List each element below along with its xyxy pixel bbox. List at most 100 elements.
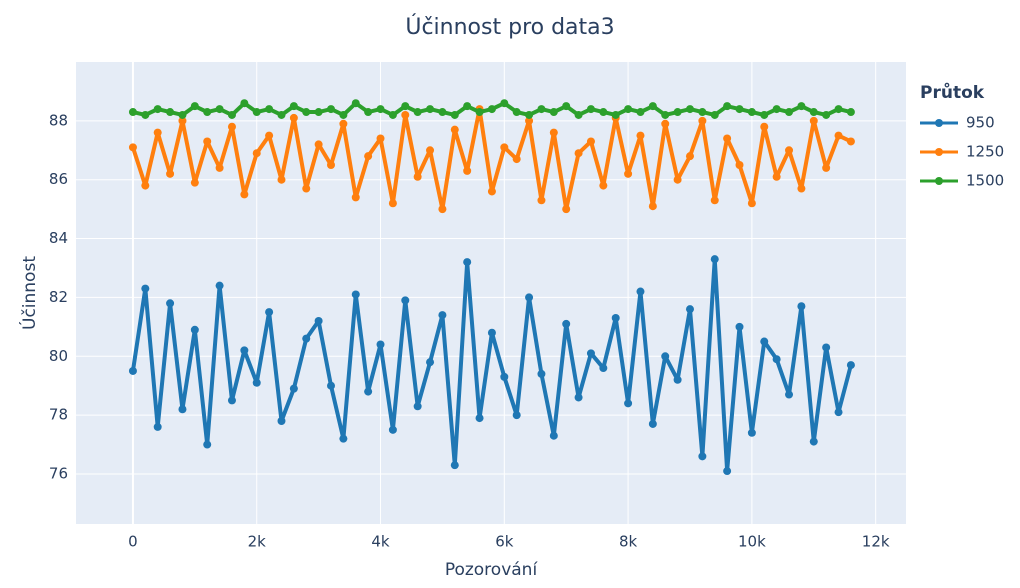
data-point <box>203 108 212 117</box>
data-point <box>834 131 843 140</box>
data-point <box>413 108 422 117</box>
data-point <box>537 369 546 378</box>
x-tick-label: 8k <box>619 533 638 551</box>
data-point <box>376 134 385 143</box>
data-point <box>562 102 571 111</box>
data-point <box>401 296 410 305</box>
data-point <box>153 422 162 431</box>
data-point <box>252 378 261 387</box>
data-point <box>648 102 657 111</box>
data-point <box>574 149 583 158</box>
data-point <box>289 384 298 393</box>
data-point <box>450 125 459 134</box>
data-point <box>227 396 236 405</box>
data-point <box>685 305 694 314</box>
x-tick-label: 2k <box>248 533 267 551</box>
data-point <box>277 110 286 119</box>
data-point <box>327 105 336 114</box>
data-point <box>512 155 521 164</box>
y-tick-label: 80 <box>49 347 68 365</box>
data-point <box>673 175 682 184</box>
data-point <box>698 108 707 117</box>
data-point <box>463 102 472 111</box>
data-point <box>599 181 608 190</box>
data-point <box>128 366 137 375</box>
data-point <box>227 110 236 119</box>
data-point <box>240 190 249 199</box>
data-point <box>574 110 583 119</box>
y-tick-label: 82 <box>49 288 68 306</box>
data-point <box>562 205 571 214</box>
data-point <box>698 452 707 461</box>
data-point <box>822 163 831 172</box>
data-point <box>327 381 336 390</box>
data-point <box>190 178 199 187</box>
data-point <box>760 110 769 119</box>
data-point <box>809 437 818 446</box>
data-point <box>426 146 435 155</box>
data-point <box>710 196 719 205</box>
data-point <box>500 372 509 381</box>
plot-background <box>76 62 906 524</box>
data-point <box>747 428 756 437</box>
data-point <box>586 105 595 114</box>
data-point <box>388 199 397 208</box>
chart-title: Účinnost pro data3 <box>405 14 614 40</box>
data-point <box>834 105 843 114</box>
data-point <box>438 311 447 320</box>
data-point <box>772 105 781 114</box>
data-point <box>463 258 472 267</box>
data-point <box>289 113 298 122</box>
data-point <box>772 355 781 364</box>
data-point <box>215 105 224 114</box>
data-point <box>636 108 645 117</box>
x-tick-label: 10k <box>738 533 766 551</box>
data-point <box>685 152 694 161</box>
data-point <box>735 105 744 114</box>
data-point <box>190 325 199 334</box>
data-point <box>785 146 794 155</box>
data-point <box>463 166 472 175</box>
y-tick-label: 78 <box>49 406 68 424</box>
data-point <box>376 105 385 114</box>
data-point <box>636 131 645 140</box>
data-point <box>537 196 546 205</box>
data-point <box>364 387 373 396</box>
data-point <box>450 461 459 470</box>
data-point <box>277 417 286 426</box>
data-point <box>624 399 633 408</box>
y-tick-label: 84 <box>49 229 68 247</box>
data-point <box>215 163 224 172</box>
data-point <box>537 105 546 114</box>
data-point <box>240 99 249 108</box>
data-point <box>809 108 818 117</box>
legend-label: 1250 <box>966 143 1004 161</box>
data-point <box>661 352 670 361</box>
legend-marker <box>935 148 943 156</box>
y-tick-label: 76 <box>49 464 68 482</box>
x-tick-label: 4k <box>371 533 390 551</box>
data-point <box>723 134 732 143</box>
data-point <box>364 152 373 161</box>
data-point <box>487 187 496 196</box>
data-point <box>401 102 410 111</box>
data-point <box>710 255 719 264</box>
data-point <box>141 284 150 293</box>
data-point <box>599 108 608 117</box>
data-point <box>388 110 397 119</box>
data-point <box>475 108 484 117</box>
data-point <box>475 414 484 423</box>
data-point <box>648 202 657 211</box>
data-point <box>525 110 534 119</box>
data-point <box>611 314 620 323</box>
legend-marker <box>935 177 943 185</box>
y-tick-label: 88 <box>49 111 68 129</box>
data-point <box>314 316 323 325</box>
x-tick-label: 6k <box>495 533 514 551</box>
data-point <box>747 108 756 117</box>
data-point <box>314 140 323 149</box>
data-point <box>624 105 633 114</box>
data-point <box>611 110 620 119</box>
data-point <box>351 290 360 299</box>
data-point <box>760 122 769 131</box>
